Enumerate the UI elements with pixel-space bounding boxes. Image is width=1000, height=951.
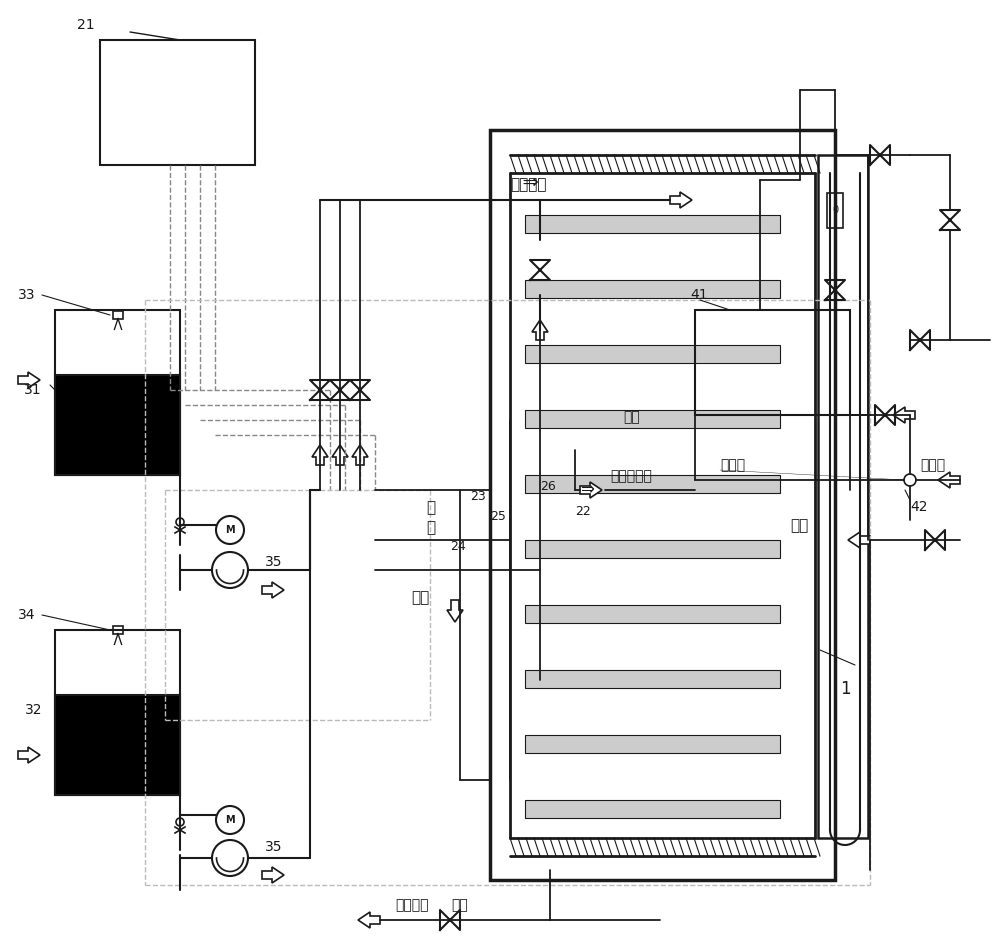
Text: 32: 32 (24, 703, 42, 717)
Text: 35: 35 (265, 555, 283, 569)
Bar (818, 155, 868, 838)
Text: 22: 22 (575, 505, 591, 518)
Text: 去劝点: 去劝点 (720, 458, 745, 472)
Bar (113, 627, 123, 633)
Text: 残液: 残液 (412, 590, 430, 605)
Text: 排放: 排放 (452, 898, 468, 912)
Bar (827, 192, 843, 227)
Bar (55, 630, 180, 795)
Text: ⇒: ⇒ (580, 480, 594, 498)
Text: 1: 1 (840, 680, 851, 698)
Bar (490, 130, 835, 880)
Text: 23: 23 (470, 490, 486, 503)
FancyArrow shape (352, 445, 368, 465)
Text: 24: 24 (450, 540, 466, 553)
Text: 34: 34 (18, 608, 35, 622)
FancyArrow shape (262, 867, 284, 883)
Bar (525, 345, 780, 363)
Text: 排水: 排水 (623, 410, 640, 424)
Bar (525, 800, 780, 818)
FancyArrow shape (670, 192, 692, 208)
Bar (113, 311, 123, 319)
Bar (525, 735, 780, 753)
Bar (525, 410, 780, 428)
Text: 21: 21 (77, 18, 95, 32)
Bar (55, 695, 180, 795)
FancyArrow shape (893, 407, 915, 423)
FancyArrow shape (848, 532, 870, 548)
Text: 25: 25 (490, 510, 506, 523)
FancyArrow shape (358, 912, 380, 928)
Text: 33: 33 (18, 288, 35, 302)
FancyArrow shape (18, 747, 40, 763)
Bar (525, 280, 780, 298)
Text: M: M (225, 815, 235, 825)
Text: 去残液桶: 去残液桶 (395, 898, 428, 912)
FancyArrow shape (580, 482, 602, 498)
FancyArrow shape (532, 320, 548, 340)
Bar (525, 605, 780, 623)
Text: 水溢流管沟: 水溢流管沟 (610, 469, 652, 483)
FancyArrow shape (262, 582, 284, 598)
FancyArrow shape (447, 600, 463, 622)
Text: 二氧化氯: 二氧化氯 (510, 177, 546, 192)
FancyArrow shape (938, 472, 960, 488)
Bar (525, 215, 780, 233)
FancyArrow shape (18, 372, 40, 388)
Text: 41: 41 (690, 288, 708, 302)
Bar (525, 670, 780, 688)
FancyArrow shape (332, 445, 348, 465)
Text: 动力水: 动力水 (920, 458, 945, 472)
FancyArrow shape (312, 445, 328, 465)
Text: 水: 水 (426, 520, 435, 535)
Text: 35: 35 (265, 840, 283, 854)
Text: M: M (225, 525, 235, 535)
Bar (525, 540, 780, 558)
Text: 空气: 空气 (790, 518, 808, 533)
Text: ⇒: ⇒ (510, 173, 539, 192)
Bar (55, 310, 180, 475)
Bar (100, 40, 255, 165)
Text: 42: 42 (910, 500, 928, 514)
Bar (695, 310, 850, 415)
Bar (525, 475, 780, 493)
Text: 0: 0 (832, 205, 838, 215)
Bar (55, 375, 180, 475)
Text: 清: 清 (426, 500, 435, 515)
Text: 31: 31 (24, 383, 42, 397)
Text: 26: 26 (540, 480, 556, 493)
